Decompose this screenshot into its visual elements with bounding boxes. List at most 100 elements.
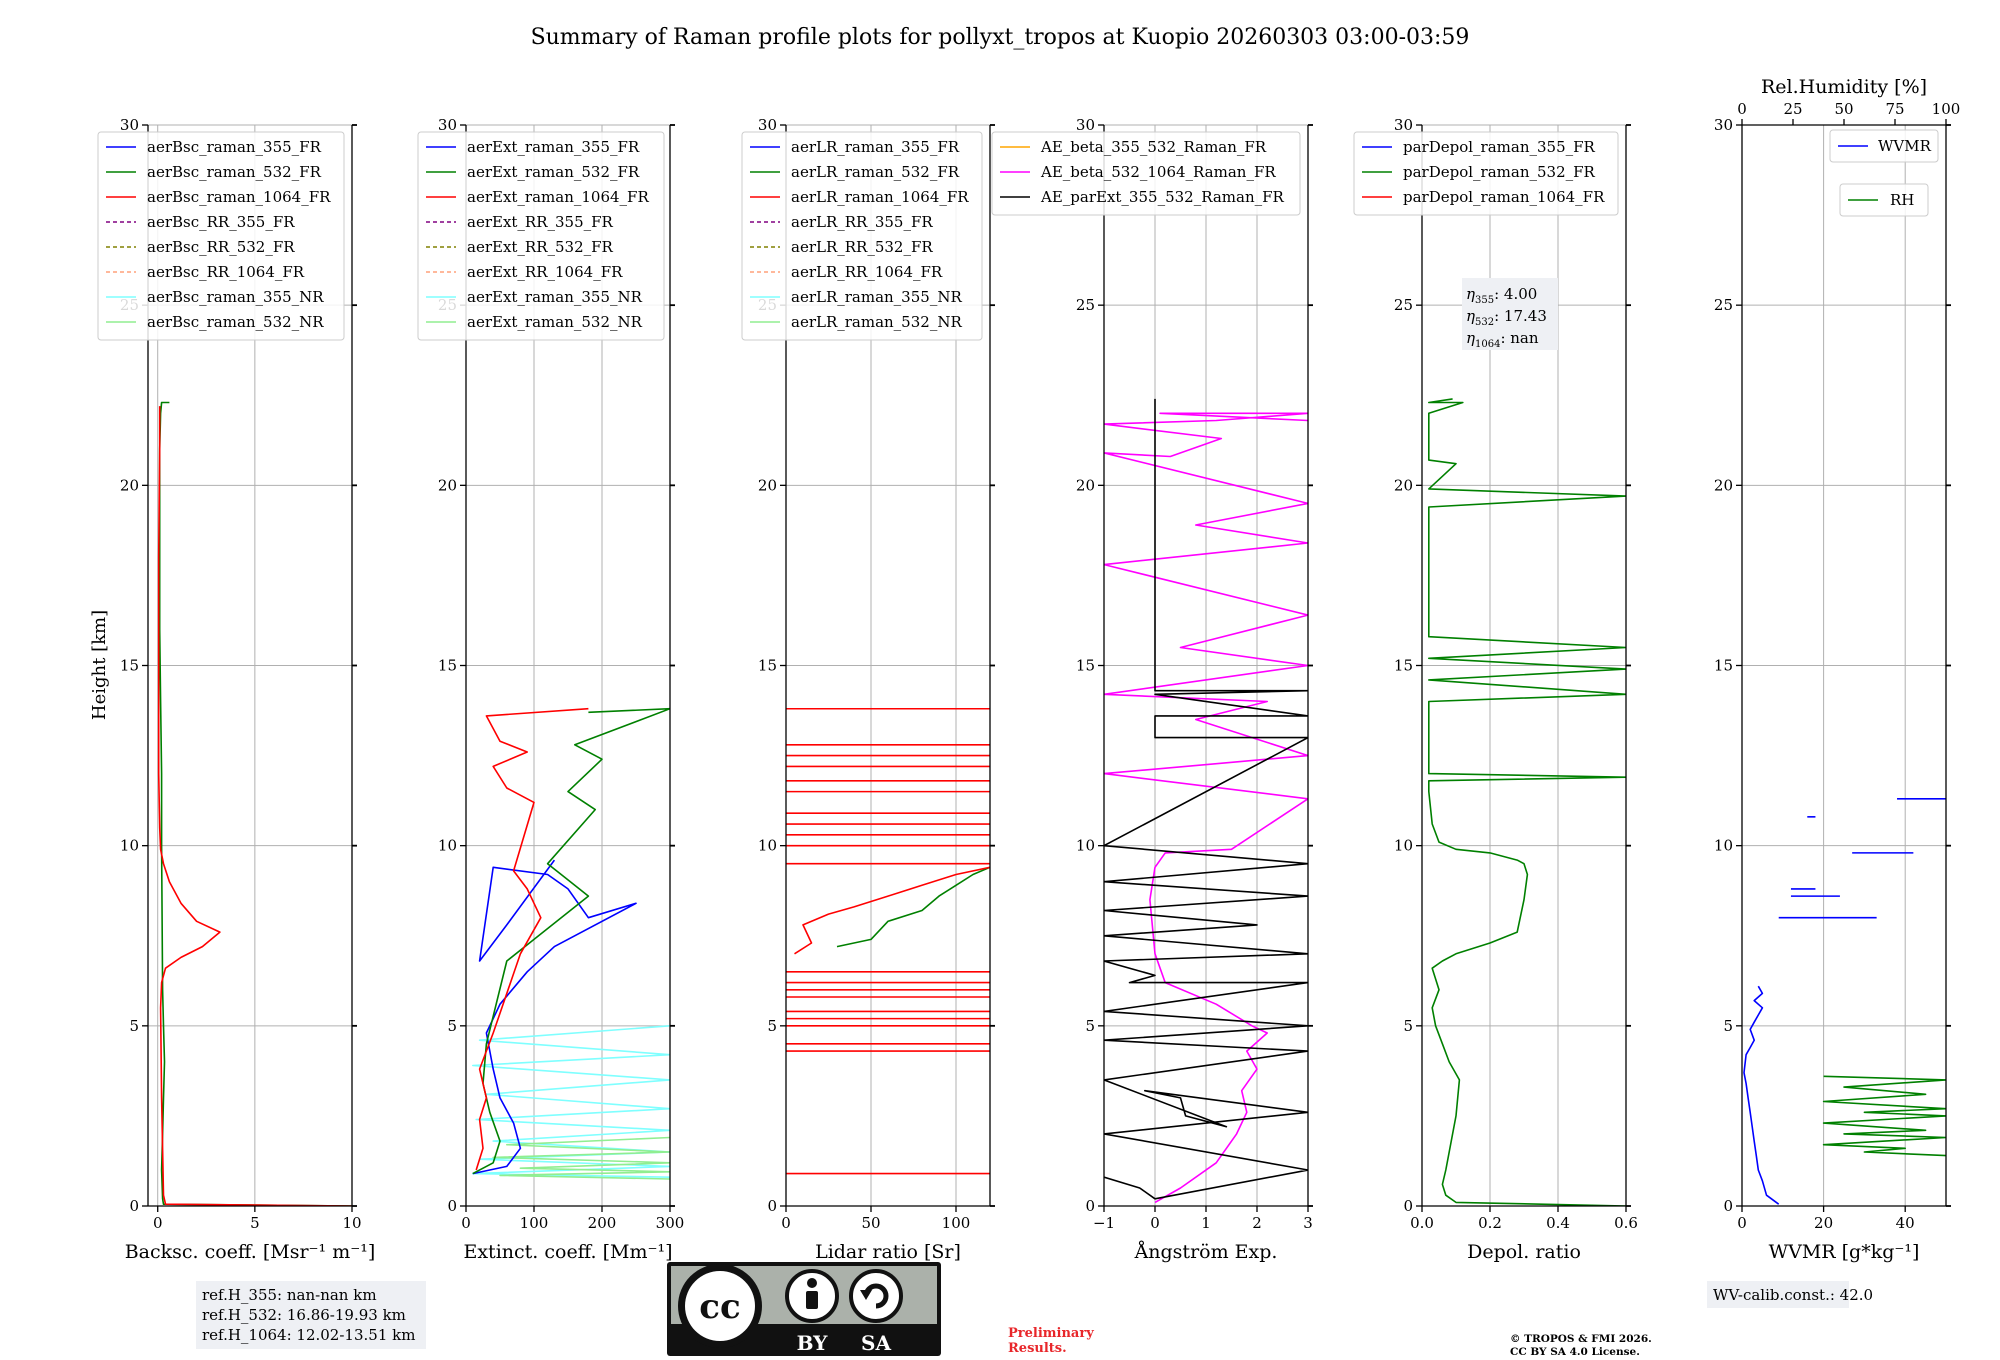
- y-tick-label: 0: [447, 1197, 457, 1215]
- x-tick-label: 0.2: [1478, 1214, 1502, 1232]
- series-aerExt_raman_532_NR: [492, 1136, 670, 1180]
- x-tick-label: 40: [1896, 1214, 1915, 1232]
- data-layer: [1104, 398, 1308, 1204]
- series-aerExt_raman_355_NR: [471, 1025, 670, 1178]
- legend-label: aerLR_raman_355_NR: [791, 288, 962, 306]
- legend-box-rh: [1839, 183, 1929, 217]
- top-x-tick-label: 0: [1737, 100, 1747, 118]
- ref-height-532: ref.H_532: 16.86-19.93 km: [202, 1306, 406, 1324]
- x-tick-label: 100: [520, 1214, 549, 1232]
- series-aerExt_raman_532_FR: [472, 707, 670, 1175]
- y-tick-label: 5: [447, 1017, 457, 1035]
- x-tick-label: 200: [588, 1214, 617, 1232]
- data-layer: [471, 707, 670, 1180]
- y-tick-label: 15: [758, 657, 777, 675]
- y-tick-label: 10: [1714, 837, 1733, 855]
- ref-heights-box: ref.H_355: nan-nan km ref.H_532: 16.86-1…: [196, 1281, 426, 1349]
- data-layer: [1743, 798, 1946, 1205]
- y-tick-label: 15: [1714, 657, 1733, 675]
- legend-label: aerBsc_raman_355_NR: [147, 288, 324, 306]
- x-axis-label: Backsc. coeff. [Msr⁻¹ m⁻¹]: [125, 1241, 376, 1263]
- legend-label: aerLR_raman_1064_FR: [791, 188, 969, 206]
- top-x-tick-label: 25: [1783, 100, 1802, 118]
- y-tick-label: 0: [1403, 1197, 1413, 1215]
- legend-box: [97, 131, 345, 341]
- series-aerExt_raman_1064_FR: [475, 707, 589, 1171]
- y-tick-label: 10: [758, 837, 777, 855]
- eta-subscript: 355: [1475, 295, 1494, 306]
- y-tick-label: 5: [129, 1017, 139, 1035]
- legend-label: aerBsc_RR_532_FR: [147, 238, 295, 256]
- badge-sa-label: SA: [861, 1331, 891, 1355]
- top-x-tick-label: 50: [1834, 100, 1853, 118]
- wv-calib-const: WV-calib.const.: 42.0: [1713, 1286, 1873, 1304]
- y-tick-label: 30: [1394, 116, 1413, 134]
- legend-label: aerLR_raman_532_FR: [791, 163, 960, 181]
- series-WVMR: [1743, 985, 1780, 1205]
- x-tick-label: 3: [1303, 1214, 1313, 1232]
- x-axis-label: Extinct. coeff. [Mm⁻¹]: [463, 1241, 672, 1263]
- panel-depol: 0 5 10 15 20 25 30 0.0 0.2 0.4 0.6 Depol. ratio parD…: [1353, 116, 1638, 1263]
- y-tick-label: 0: [767, 1197, 777, 1215]
- x-tick-label: 10: [342, 1214, 361, 1232]
- x-tick-label: 50: [861, 1214, 880, 1232]
- series-AE_parExt_355_532_Raman_FR: [1104, 398, 1308, 1200]
- preliminary-label-1: Preliminary: [1008, 1326, 1094, 1341]
- eta-symbol: η: [1466, 307, 1475, 325]
- legend-box: [417, 131, 665, 341]
- y-tick-label: 20: [438, 476, 457, 494]
- legend-label: aerExt_RR_532_FR: [467, 238, 614, 256]
- y-tick-label: 10: [1394, 837, 1413, 855]
- y-tick-label: 10: [120, 837, 139, 855]
- x-axis-label: Lidar ratio [Sr]: [815, 1241, 961, 1263]
- y-tick-label: 0: [129, 1197, 139, 1215]
- y-tick-label: 15: [438, 657, 457, 675]
- y-tick-label: 30: [758, 116, 777, 134]
- x-axis-label: Ångström Exp.: [1134, 1241, 1278, 1263]
- eta-label: η1064: nan: [1466, 329, 1539, 350]
- y-tick-label: 20: [1076, 476, 1095, 494]
- eta-subscript: 1064: [1475, 339, 1500, 350]
- eta-box: [1462, 278, 1558, 350]
- legend-label: AE_beta_532_1064_Raman_FR: [1040, 163, 1276, 181]
- x-tick-label: 0.0: [1410, 1214, 1434, 1232]
- legend-label: parDepol_raman_532_FR: [1403, 163, 1596, 181]
- panel-backscatter: 0510152025300510Backsc. coeff. [Msr⁻¹ m⁻…: [97, 116, 376, 1263]
- x-tick-label: −1: [1093, 1214, 1115, 1232]
- top-x-tick-label: 75: [1885, 100, 1904, 118]
- ref-height-1064: ref.H_1064: 12.02-13.51 km: [202, 1326, 415, 1344]
- x-tick-label: 0: [461, 1214, 471, 1232]
- legend-label: aerExt_raman_532_FR: [467, 163, 640, 181]
- ref-height-355: ref.H_355: nan-nan km: [202, 1286, 377, 1304]
- series-parDepol_raman_532_FR: [1428, 398, 1626, 1206]
- x-tick-label: 20: [1814, 1214, 1833, 1232]
- y-tick-label: 20: [758, 476, 777, 494]
- legend-box: [1353, 131, 1619, 216]
- x-axis-label: WVMR [g*kg⁻¹]: [1769, 1241, 1920, 1263]
- legend-label: aerLR_raman_355_FR: [791, 138, 960, 156]
- data-layer: [157, 401, 352, 1206]
- y-tick-label: 15: [1394, 657, 1413, 675]
- legend-label: aerBsc_raman_355_FR: [147, 138, 322, 156]
- y-tick-label: 30: [120, 116, 139, 134]
- x-tick-label: 2: [1252, 1214, 1262, 1232]
- svg-text:cc: cc: [699, 1287, 740, 1327]
- y-tick-label: 30: [1714, 116, 1733, 134]
- data-layer: [1428, 398, 1626, 1206]
- eta-subscript: 532: [1475, 317, 1494, 328]
- legend-label: aerLR_RR_1064_FR: [791, 263, 943, 281]
- legend-label: aerBsc_raman_532_NR: [147, 313, 324, 331]
- x-tick-label: 0: [1737, 1214, 1747, 1232]
- panel-extinction: 0510152025300100200300Extinct. coeff. [M…: [417, 116, 684, 1263]
- legend-label-rh: RH: [1890, 191, 1914, 209]
- legend-label: parDepol_raman_355_FR: [1403, 138, 1596, 156]
- panels: 0510152025300510Backsc. coeff. [Msr⁻¹ m⁻…: [97, 76, 1960, 1263]
- y-tick-label: 15: [120, 657, 139, 675]
- eta-value: : 4.00: [1494, 285, 1537, 303]
- eta-label: η355: 4.00: [1466, 285, 1537, 306]
- x-tick-label: 0.6: [1614, 1214, 1638, 1232]
- x-tick-label: 100: [942, 1214, 971, 1232]
- legend-label: aerExt_raman_355_NR: [467, 288, 643, 306]
- series-RH: [1822, 1075, 1946, 1157]
